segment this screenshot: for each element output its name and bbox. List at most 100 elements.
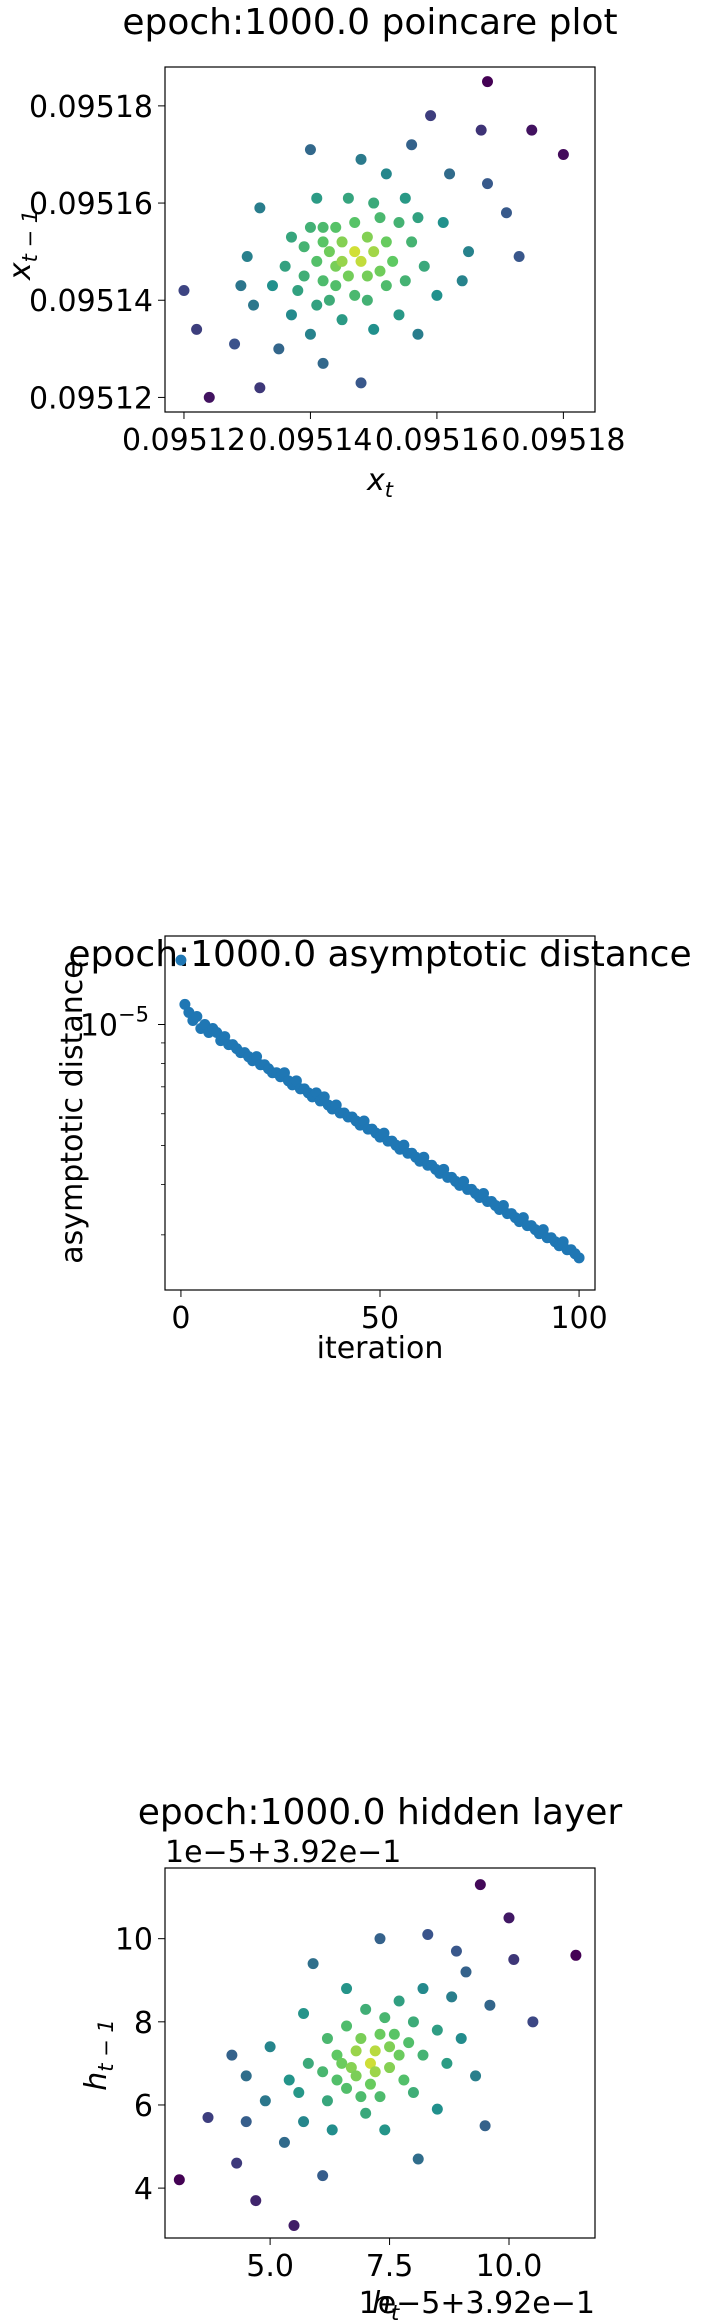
scatter-point xyxy=(355,377,367,389)
scatter-point xyxy=(355,2091,367,2103)
scatter-point xyxy=(341,2082,353,2094)
scatter-point xyxy=(380,280,392,292)
scatter-point xyxy=(406,236,418,248)
y-tick-label: 8 xyxy=(134,2006,153,2041)
scatter-point xyxy=(235,280,247,292)
scatter-point xyxy=(482,76,493,88)
scatter-point xyxy=(349,246,361,258)
x-axis-label: xt xyxy=(366,463,394,502)
scatter-point xyxy=(331,2074,343,2086)
scatter-point xyxy=(364,2078,376,2090)
plot-area xyxy=(164,1867,596,2239)
scatter-point xyxy=(250,2195,262,2207)
scatter-point xyxy=(398,2074,410,2086)
scatter-point xyxy=(374,2028,386,2040)
scatter-point xyxy=(311,192,323,204)
scatter-point xyxy=(513,251,525,263)
chart-title: epoch:1000.0 asymptotic distance xyxy=(68,934,691,975)
scatter-point xyxy=(374,265,386,277)
scatter-point xyxy=(570,1949,582,1961)
scatter-point xyxy=(526,124,538,136)
scatter-point xyxy=(248,299,260,311)
scatter-point xyxy=(279,260,291,272)
scatter-point xyxy=(175,954,187,966)
x-tick-label: 10.0 xyxy=(476,2249,543,2284)
scatter-point xyxy=(241,251,253,263)
asymptotic-distance-chart: epoch:1000.0 asymptotic distance 0 50 100 … xyxy=(55,934,692,1366)
scatter-point xyxy=(302,2057,314,2069)
y-tick-label: 0.09518 xyxy=(29,90,153,125)
scatter-point xyxy=(374,212,386,224)
scatter-point xyxy=(345,2062,357,2074)
scatter-points xyxy=(173,1879,582,2232)
scatter-point xyxy=(431,2103,443,2115)
x-axis-label: iteration xyxy=(317,1331,444,1366)
scatter-point xyxy=(285,231,297,243)
y-axis-ticks: 10−5 xyxy=(80,1003,165,1236)
scatter-point xyxy=(431,2024,443,2036)
scatter-point xyxy=(369,2066,381,2078)
scatter-point xyxy=(407,2086,419,2098)
scatter-point xyxy=(298,2116,310,2128)
scatter-point xyxy=(360,2107,372,2119)
scatter-point xyxy=(285,309,297,321)
scatter-point xyxy=(393,2049,405,2061)
scatter-point xyxy=(418,260,430,272)
scatter-point xyxy=(304,328,316,340)
scatter-point xyxy=(203,391,215,403)
scatter-point xyxy=(503,1912,515,1924)
y-tick-label: 0.09514 xyxy=(29,284,153,319)
scatter-point xyxy=(349,216,361,228)
scatter-point xyxy=(323,246,335,258)
scatter-point xyxy=(307,1958,319,1970)
scatter-point xyxy=(311,255,323,267)
plot-area xyxy=(164,66,596,413)
scatter-points xyxy=(175,954,585,1264)
scatter-point xyxy=(374,2091,386,2103)
scatter-point xyxy=(191,1010,203,1022)
scatter-point xyxy=(293,2086,305,2098)
scatter-point xyxy=(254,202,266,214)
scatter-point xyxy=(374,1933,386,1945)
scatter-point xyxy=(508,1953,520,1965)
scatter-point xyxy=(336,236,348,248)
scatter-point xyxy=(178,285,190,297)
scatter-point xyxy=(388,2028,400,2040)
scatter-point xyxy=(393,1995,405,2007)
x-tick-label: 50 xyxy=(361,1301,399,1336)
scatter-point xyxy=(317,236,329,248)
y-axis-label: asymptotic distance xyxy=(55,960,90,1263)
scatter-point xyxy=(336,255,348,267)
y-tick-label: 10−5 xyxy=(80,1003,149,1044)
x-tick-label: 0 xyxy=(171,1301,190,1336)
x-axis-ticks: 5.0 7.5 10.0 xyxy=(246,2238,542,2284)
x-axis-ticks: 0.09512 0.09514 0.09516 0.09518 xyxy=(122,412,625,458)
scatter-point xyxy=(361,294,373,306)
x-tick-label: 7.5 xyxy=(366,2249,414,2284)
scatter-point xyxy=(264,2041,276,2053)
scatter-point xyxy=(323,294,335,306)
scatter-point xyxy=(369,2045,381,2057)
x-tick-label: 0.09516 xyxy=(375,423,499,458)
scatter-point xyxy=(406,139,418,151)
x-tick-label: 0.09518 xyxy=(501,423,625,458)
x-tick-label: 100 xyxy=(550,1301,607,1336)
scatter-point xyxy=(283,2074,295,2086)
x-offset-text: 1e−5+3.92e−1 xyxy=(359,2286,595,2321)
scatter-point xyxy=(350,2070,362,2082)
scatter-point xyxy=(425,110,437,122)
x-axis-ticks: 0 50 100 xyxy=(171,1290,608,1336)
scatter-point xyxy=(384,2041,396,2053)
scatter-point xyxy=(470,2070,482,2082)
scatter-point xyxy=(259,2095,271,2107)
scatter-point xyxy=(403,2037,415,2049)
scatter-point xyxy=(330,280,342,292)
scatter-point xyxy=(380,236,392,248)
scatter-point xyxy=(455,2032,467,2044)
scatter-point xyxy=(360,2003,372,2015)
scatter-point xyxy=(412,2153,424,2165)
scatter-point xyxy=(412,212,424,224)
scatter-point xyxy=(317,275,329,287)
scatter-point xyxy=(229,338,241,350)
scatter-point xyxy=(393,309,405,321)
